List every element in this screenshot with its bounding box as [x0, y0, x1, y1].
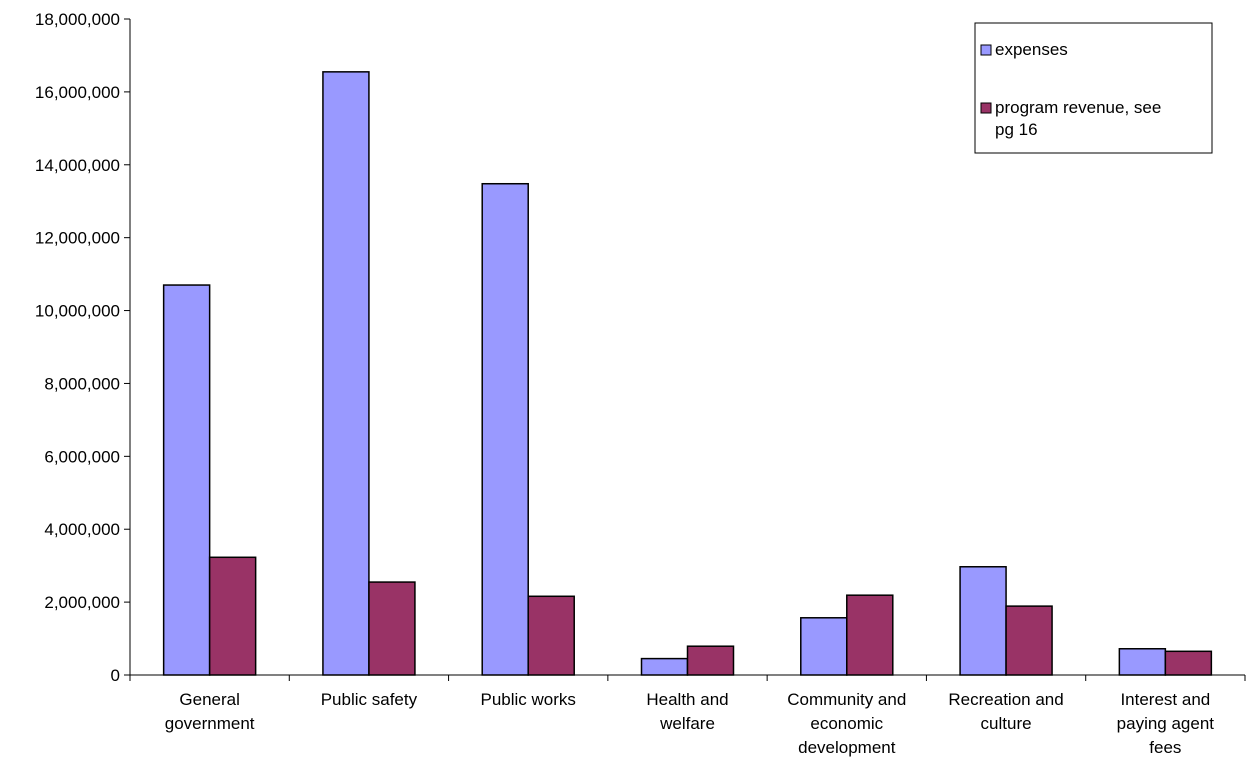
x-category-label-line: Community and: [787, 690, 906, 709]
x-category-label-line: government: [165, 714, 255, 733]
x-category-label-line: Interest and: [1120, 690, 1210, 709]
x-category-label-line: fees: [1149, 738, 1181, 757]
x-category-label-line: economic: [810, 714, 883, 733]
legend-label-line: pg 16: [995, 120, 1038, 139]
y-tick-label: 0: [111, 666, 120, 685]
x-category-label: General government: [165, 690, 255, 733]
x-category-label-line: paying agent: [1117, 714, 1215, 733]
y-tick-label: 18,000,000: [35, 10, 120, 29]
bar-program-revenue: [368, 581, 416, 676]
bar-program-revenue: [1005, 605, 1053, 676]
legend-label: program revenue, see pg 16: [995, 98, 1161, 139]
y-tick-label: 2,000,000: [44, 593, 120, 612]
bar-program-revenue: [1164, 650, 1213, 676]
x-category-label-line: Recreation and: [948, 690, 1063, 709]
legend: expenses program revenue, see pg 16: [974, 22, 1213, 154]
x-axis: General government Public safety Public wor…: [129, 674, 1246, 757]
bar-program-revenue: [527, 595, 575, 676]
bar-expenses: [322, 71, 370, 676]
x-category-label-line: Public works: [481, 690, 576, 709]
x-category-label-line: General: [179, 690, 239, 709]
bar-expenses: [1118, 648, 1167, 676]
x-category-label-line: welfare: [659, 714, 715, 733]
bar-program-revenue: [208, 556, 257, 676]
legend-box: [974, 22, 1213, 154]
y-tick-label: 8,000,000: [44, 374, 120, 393]
y-tick-label: 6,000,000: [44, 447, 120, 466]
bar-expenses: [162, 284, 211, 676]
bar-expenses: [800, 617, 848, 676]
x-category-label-line: Health and: [646, 690, 728, 709]
y-tick-label: 4,000,000: [44, 520, 120, 539]
x-category-label: Interest and paying agent fees: [1117, 690, 1215, 757]
x-category-label-line: culture: [981, 714, 1032, 733]
y-tick-label: 10,000,000: [35, 302, 120, 321]
y-tick-label: 14,000,000: [35, 156, 120, 175]
y-axis: 0 2,000,000 4,000,000 6,000,000 8,000,000 10,…: [35, 10, 131, 685]
y-tick-label: 16,000,000: [35, 83, 120, 102]
x-category-label: Recreation and culture: [948, 690, 1063, 733]
bars: [162, 71, 1213, 676]
x-category-label: Public safety: [321, 690, 418, 709]
bar-expenses: [640, 657, 689, 676]
bar-program-revenue: [846, 594, 894, 676]
x-category-label-line: development: [798, 738, 896, 757]
legend-swatch: [980, 102, 992, 114]
x-category-label: Public works: [481, 690, 576, 709]
x-category-label: Health and welfare: [646, 690, 728, 733]
legend-label: expenses: [995, 40, 1068, 59]
bar-program-revenue: [686, 645, 735, 676]
bar-expenses: [959, 566, 1007, 676]
legend-label-line: program revenue, see: [995, 98, 1161, 117]
y-tick-label: 12,000,000: [35, 229, 120, 248]
x-category-label-line: Public safety: [321, 690, 418, 709]
x-category-label: Community and economic development: [787, 690, 906, 757]
legend-swatch: [980, 44, 992, 56]
bar-expenses: [481, 182, 529, 676]
